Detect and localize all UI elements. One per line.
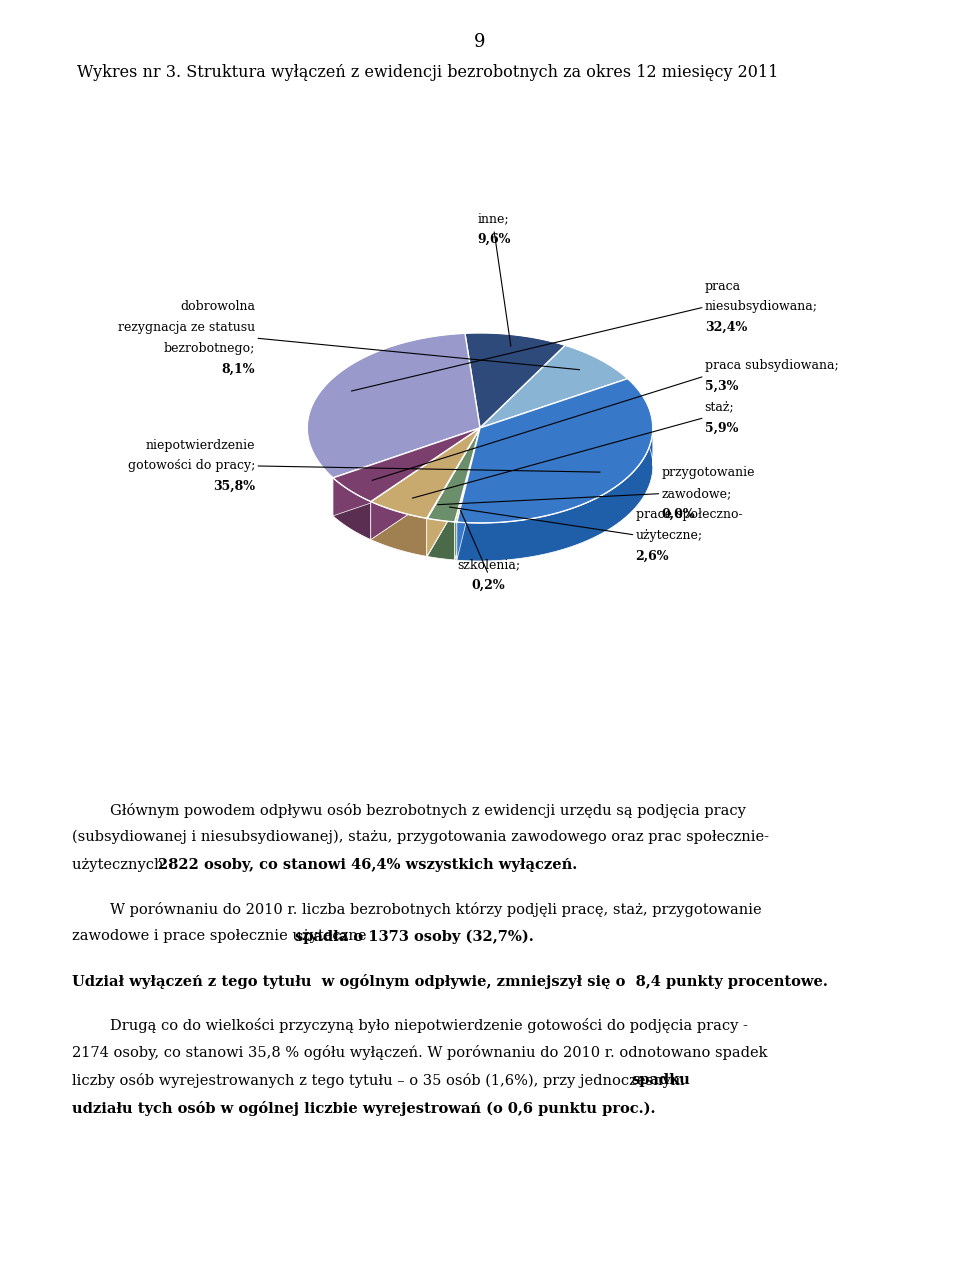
Polygon shape	[426, 428, 480, 556]
Text: (subsydiowanej i niesubsydiowanej), stażu, przygotowania zawodowego oraz prac sp: (subsydiowanej i niesubsydiowanej), staż…	[72, 831, 769, 845]
Text: praca: praca	[705, 280, 741, 293]
Text: użyteczne;: użyteczne;	[636, 529, 703, 542]
Text: zawodowe;: zawodowe;	[661, 487, 732, 499]
Text: rezygnacja ze statusu: rezygnacja ze statusu	[118, 321, 255, 334]
Text: 5,9%: 5,9%	[705, 421, 738, 434]
Polygon shape	[455, 521, 457, 560]
Polygon shape	[457, 428, 480, 560]
Text: praca subsydiowana;: praca subsydiowana;	[705, 360, 838, 372]
Text: 0,0%: 0,0%	[661, 507, 695, 521]
Text: Udział wyłączeń z tego tytułu  w ogólnym odpływie, zmniejszył się o  8,4 punkty : Udział wyłączeń z tego tytułu w ogólnym …	[72, 973, 828, 989]
Polygon shape	[333, 478, 371, 539]
Polygon shape	[371, 428, 480, 539]
Text: przygotowanie: przygotowanie	[661, 466, 755, 479]
Text: prace społeczno-: prace społeczno-	[636, 507, 742, 521]
Polygon shape	[427, 428, 480, 556]
Polygon shape	[427, 428, 480, 521]
Polygon shape	[455, 428, 480, 560]
Text: Drugą co do wielkości przyczyną było niepotwierdzenie gotowości do podjęcia prac: Drugą co do wielkości przyczyną było nie…	[110, 1018, 748, 1032]
Text: 9: 9	[474, 33, 486, 51]
Text: 2822 osoby, co stanowi 46,4% wszystkich wyłączeń.: 2822 osoby, co stanowi 46,4% wszystkich …	[158, 858, 578, 872]
Text: gotowości do pracy;: gotowości do pracy;	[128, 460, 255, 473]
Polygon shape	[427, 428, 480, 556]
Text: Głównym powodem odpływu osób bezrobotnych z ewidencji urzędu są podjęcia pracy: Głównym powodem odpływu osób bezrobotnyc…	[110, 802, 746, 818]
Text: 5,3%: 5,3%	[705, 380, 738, 393]
Polygon shape	[457, 428, 480, 560]
Polygon shape	[465, 333, 565, 428]
Text: liczby osób wyrejestrowanych z tego tytułu – o 35 osób (1,6%), przy jednoczesnym: liczby osób wyrejestrowanych z tego tytu…	[72, 1073, 689, 1088]
Polygon shape	[371, 428, 480, 539]
Polygon shape	[628, 379, 653, 466]
Polygon shape	[333, 428, 480, 516]
Polygon shape	[426, 428, 480, 519]
Text: 8,1%: 8,1%	[222, 362, 255, 376]
Text: udziału tych osób w ogólnej liczbie wyrejestrowań (o 0,6 punktu proc.).: udziału tych osób w ogólnej liczbie wyre…	[72, 1100, 656, 1116]
Polygon shape	[307, 334, 480, 478]
Polygon shape	[371, 428, 480, 519]
Polygon shape	[480, 345, 628, 428]
Polygon shape	[457, 379, 653, 523]
Text: spadku: spadku	[632, 1073, 690, 1088]
Text: szkolenia;: szkolenia;	[457, 559, 520, 571]
Text: bezrobotnego;: bezrobotnego;	[164, 342, 255, 354]
Text: 0,2%: 0,2%	[471, 579, 506, 592]
Text: niepotwierdzenie: niepotwierdzenie	[146, 439, 255, 452]
Text: 35,8%: 35,8%	[213, 480, 255, 493]
Text: staż;: staż;	[705, 401, 734, 413]
Text: użytecznych -: użytecznych -	[72, 858, 178, 872]
Polygon shape	[426, 428, 480, 556]
Polygon shape	[457, 428, 653, 561]
Polygon shape	[333, 428, 480, 502]
Text: 32,4%: 32,4%	[705, 321, 747, 334]
Text: Wykres nr 3. Struktura wyłączeń z ewidencji bezrobotnych za okres 12 miesięcy 20: Wykres nr 3. Struktura wyłączeń z ewiden…	[77, 64, 779, 81]
Polygon shape	[455, 428, 480, 523]
Text: niesubsydiowana;: niesubsydiowana;	[705, 300, 818, 313]
Text: W porównaniu do 2010 r. liczba bezrobotnych którzy podjęli pracę, staż, przygoto: W porównaniu do 2010 r. liczba bezrobotn…	[110, 901, 762, 917]
Text: 9,6%: 9,6%	[477, 234, 511, 247]
Text: spadła o 1373 osoby (32,7%).: spadła o 1373 osoby (32,7%).	[295, 930, 534, 944]
Polygon shape	[455, 428, 480, 560]
Polygon shape	[371, 502, 426, 556]
Polygon shape	[427, 519, 455, 560]
Text: 2,6%: 2,6%	[636, 550, 669, 562]
Text: inne;: inne;	[478, 212, 510, 225]
Text: dobrowolna: dobrowolna	[180, 300, 255, 313]
Text: zawodowe i prace społecznie użyteczne: zawodowe i prace społecznie użyteczne	[72, 930, 372, 944]
Text: 2174 osoby, co stanowi 35,8 % ogółu wyłączeń. W porównaniu do 2010 r. odnotowano: 2174 osoby, co stanowi 35,8 % ogółu wyłą…	[72, 1045, 767, 1061]
